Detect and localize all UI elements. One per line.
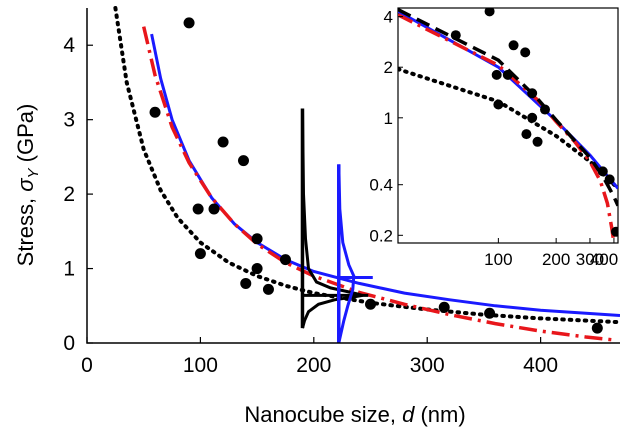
inset-data-point [484,8,495,17]
inset-data-point [521,129,532,140]
data-point [262,283,274,295]
inset-data-point [520,47,531,58]
inset-data-points [450,8,618,237]
inset-data-point [450,30,461,41]
main-ticks: 0 100 200 300 400 0 1 2 3 4 [63,34,558,377]
inset-x-tick-label: 100 [484,250,512,269]
inset-data-point [527,88,538,99]
distribution-blue-profile [337,164,356,344]
inset-frame [397,7,619,244]
x-tick-label: 100 [183,354,218,377]
data-point [365,298,377,310]
fit-curve-blue-solid [150,33,620,317]
x-tick-label: 400 [523,354,558,377]
y-tick-label: 1 [63,258,75,281]
inset-y-tick-label: 4 [384,8,393,27]
data-point [438,301,450,313]
inset-y-tick-label: 1 [384,109,393,128]
inset-data-point [610,226,618,237]
x-tick-label: 0 [81,354,93,377]
x-tick-label: 200 [296,354,331,377]
inset-curve-red-dashdot [398,13,616,243]
main-data-points [149,17,603,334]
size-distributions [300,108,373,344]
inset-data-point [540,104,551,115]
data-point [194,248,206,260]
y-axis-label: Stress, σY (GPa) [13,104,42,267]
data-point [183,17,195,29]
inset-data-point [491,69,502,80]
fit-curve-red-dashdot [141,26,615,342]
inset-data-point [527,112,538,123]
data-point [484,307,496,319]
y-tick-label: 0 [63,332,75,355]
main-fit-curves [113,6,620,342]
inset-x-tick-label: 300 [576,250,604,269]
data-point [591,322,603,334]
y-tick-label: 2 [63,183,75,206]
inset-data-point [493,99,504,110]
data-point [237,155,249,167]
data-point [208,203,220,215]
x-axis-label: Nanocube size, d (nm) [244,402,465,427]
inset-data-point [502,69,513,80]
data-point [217,136,229,148]
inset-y-tick-label: 0.4 [369,176,393,195]
inset-x-tick-label: 400 [590,250,618,269]
inset-data-point [597,166,608,177]
fit-curve-black-dotted [113,6,620,325]
data-point [149,106,161,118]
inset-x-tick-label: 200 [542,250,570,269]
data-point [251,233,263,245]
data-point [279,254,291,266]
y-tick-label: 3 [63,109,75,132]
inset-data-point [532,136,543,147]
data-point [192,203,204,215]
inset-y-tick-label: 2 [384,58,393,77]
inset-data-point [508,40,519,51]
inset-data-point [604,174,615,185]
x-tick-label: 300 [410,354,445,377]
data-point [240,277,252,289]
inset-y-tick-label: 0.2 [369,226,393,245]
y-tick-label: 4 [63,34,75,57]
data-point [251,263,263,275]
